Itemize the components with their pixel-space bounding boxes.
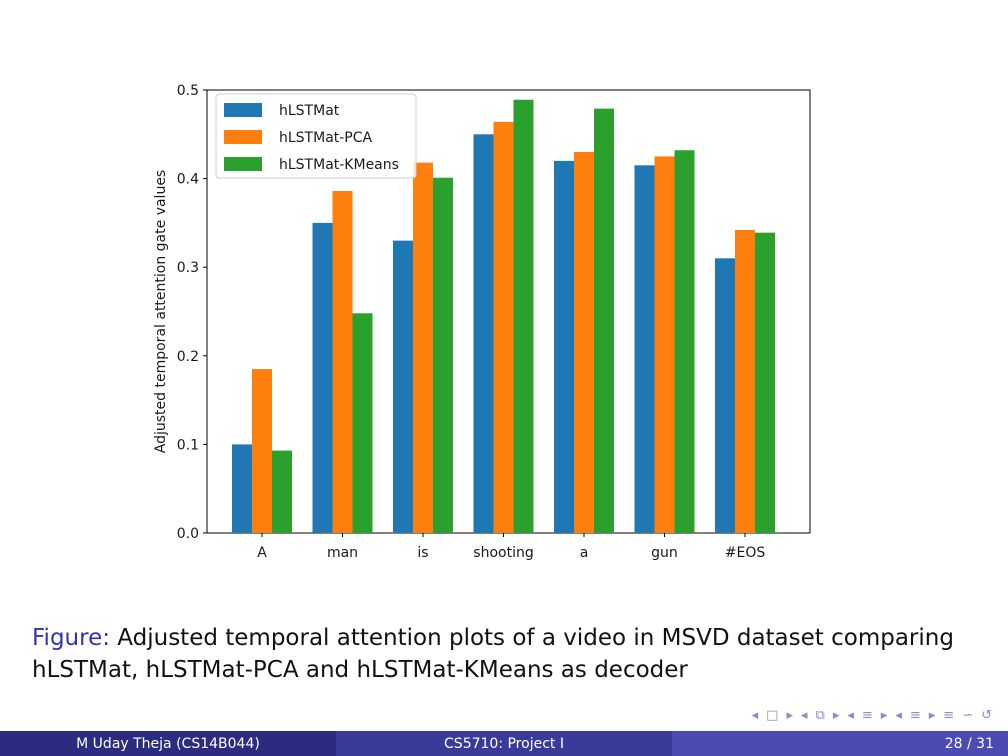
y-tick-label: 0.5 [177,83,199,99]
y-tick-label: 0.4 [177,172,199,188]
legend-label-hLSTMat: hLSTMat [279,103,340,119]
nav-subsection-prev-icon[interactable]: ◂ [800,707,808,723]
y-axis-label: Adjusted temporal attention gate values [153,170,169,453]
bar-chart-svg: 0.0 0.1 0.2 0.3 0.4 0.5 Adjusted temporal atte… [153,83,811,561]
nav-subsection-icon[interactable]: ⧉ [815,707,825,723]
bar-hLSTMat-gun [634,165,655,533]
footer-title: CS5710: Project I [336,731,672,756]
y-tick-label: 0.1 [177,437,199,453]
legend-label-hLSTMat-PCA: hLSTMat-PCA [279,130,373,146]
nav-frame-next-icon[interactable]: ▸ [786,707,793,723]
chart: 0.0 0.1 0.2 0.3 0.4 0.5 Adjusted temporal atte… [153,83,811,561]
y-tick-label: 0.3 [177,260,199,276]
bar-hLSTMat-PCA-man [332,191,353,533]
nav-section-icon[interactable]: ≡ [861,707,873,723]
bar-hLSTMat-is [393,240,413,533]
footer-author-text: M Uday Theja (CS14B044) [76,735,260,752]
nav-back-icon[interactable]: ↺ [981,707,992,723]
legend-swatch-hLSTMat [224,103,262,117]
y-tick-label: 0.0 [177,526,199,542]
bar-hLSTMat-KMeans-#EOS [755,232,775,533]
bar-hLSTMat-KMeans-gun [674,150,695,534]
bar-hLSTMat-shooting [473,134,494,534]
x-tick-label: is [417,545,428,561]
bar-hLSTMat-A [232,444,252,533]
bar-hLSTMat-PCA-shooting [493,121,514,533]
nav-subsection-next-icon[interactable]: ▸ [832,707,840,723]
legend-box [215,93,417,179]
nav-search-icon[interactable]: ∽ [962,707,974,723]
nav-doc-prev-icon[interactable]: ◂ [895,707,902,723]
x-tick-label: A [257,545,267,561]
bar-hLSTMat-PCA-a [574,152,594,533]
beamer-navigation: ◂ □ ▸ ◂ ⧉ ▸ ◂ ≡ ▸ ◂ ≡ ▸ ≡ ∽ ↺ [752,704,992,726]
x-tick-label: a [580,545,589,561]
footer-bar: M Uday Theja (CS14B044) CS5710: Project … [0,731,1008,756]
legend-swatch-hLSTMat-KMeans [224,157,262,171]
caption-text: Adjusted temporal attention plots of a v… [32,625,954,683]
nav-frame-prev-icon[interactable]: ◂ [751,707,759,723]
bar-hLSTMat-KMeans-shooting [513,99,534,533]
bar-hLSTMat-#EOS [715,258,735,533]
x-tick-label: gun [651,545,678,561]
x-tick-label: man [327,545,358,561]
x-tick-label: #EOS [725,545,766,561]
nav-doc-next-icon[interactable]: ▸ [928,707,936,723]
nav-section-prev-icon[interactable]: ◂ [847,707,854,723]
legend-label-hLSTMat-KMeans: hLSTMat-KMeans [279,157,399,173]
bar-hLSTMat-KMeans-A [272,450,292,533]
footer-author: M Uday Theja (CS14B044) [0,731,336,756]
bar-hLSTMat-PCA-A [252,369,272,533]
bar-hLSTMat-PCA-is [413,162,433,534]
nav-doc-icon[interactable]: ≡ [909,707,921,723]
bar-hLSTMat-KMeans-a [594,108,614,533]
bar-hLSTMat-PCA-gun [654,156,675,533]
bar-hLSTMat-man [312,222,333,533]
bar-hLSTMat-KMeans-is [433,177,453,534]
bar-hLSTMat-PCA-#EOS [735,229,755,533]
bar-hLSTMat-a [554,160,574,533]
legend-swatch-hLSTMat-PCA [224,130,262,144]
footer-title-text: CS5710: Project I [444,735,564,752]
bar-hLSTMat-KMeans-man [352,313,373,533]
nav-frame-icon[interactable]: □ [766,707,779,723]
figure-caption: Figure: Adjusted temporal attention plot… [32,622,980,686]
x-tick-label: shooting [473,545,533,561]
nav-section-next-icon[interactable]: ▸ [880,707,888,723]
footer-page: 28 / 31 [672,731,1008,756]
footer-page-text: 28 / 31 [944,735,994,752]
y-tick-label: 0.2 [177,349,199,365]
nav-align-icon[interactable]: ≡ [943,707,955,723]
caption-label: Figure: [32,625,110,651]
